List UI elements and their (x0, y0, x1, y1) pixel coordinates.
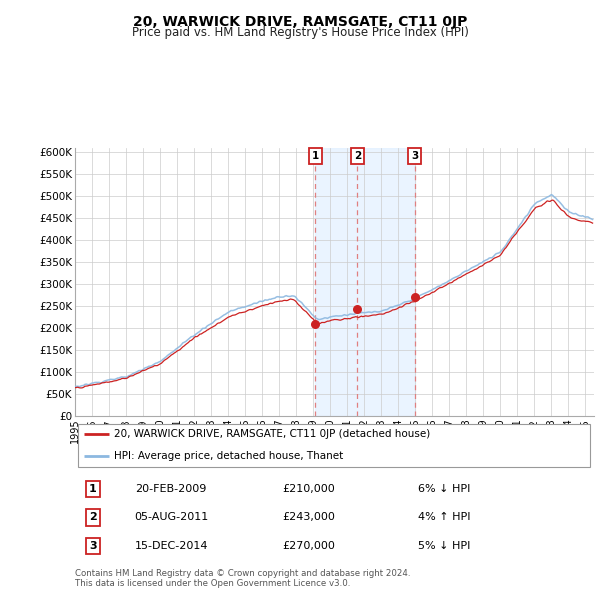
Text: 05-AUG-2011: 05-AUG-2011 (134, 513, 209, 522)
Text: 5% ↓ HPI: 5% ↓ HPI (418, 541, 470, 550)
Text: 3: 3 (89, 541, 97, 550)
Text: 15-DEC-2014: 15-DEC-2014 (134, 541, 208, 550)
Text: £270,000: £270,000 (283, 541, 335, 550)
Text: 4% ↑ HPI: 4% ↑ HPI (418, 513, 470, 522)
Text: £243,000: £243,000 (283, 513, 335, 522)
Text: 1: 1 (312, 151, 319, 161)
Text: £210,000: £210,000 (283, 484, 335, 494)
Text: 3: 3 (411, 151, 418, 161)
Bar (316, 148, 415, 416)
Text: 20, WARWICK DRIVE, RAMSGATE, CT11 0JP (detached house): 20, WARWICK DRIVE, RAMSGATE, CT11 0JP (d… (114, 429, 430, 439)
Text: 1: 1 (89, 484, 97, 494)
Text: Price paid vs. HM Land Registry's House Price Index (HPI): Price paid vs. HM Land Registry's House … (131, 26, 469, 39)
FancyBboxPatch shape (77, 424, 590, 467)
Text: Contains HM Land Registry data © Crown copyright and database right 2024.
This d: Contains HM Land Registry data © Crown c… (75, 569, 410, 588)
Text: 6% ↓ HPI: 6% ↓ HPI (418, 484, 470, 494)
Text: 2: 2 (353, 151, 361, 161)
Text: 20-FEB-2009: 20-FEB-2009 (134, 484, 206, 494)
Text: 20, WARWICK DRIVE, RAMSGATE, CT11 0JP: 20, WARWICK DRIVE, RAMSGATE, CT11 0JP (133, 15, 467, 29)
Text: HPI: Average price, detached house, Thanet: HPI: Average price, detached house, Than… (114, 451, 343, 461)
Text: 2: 2 (89, 513, 97, 522)
